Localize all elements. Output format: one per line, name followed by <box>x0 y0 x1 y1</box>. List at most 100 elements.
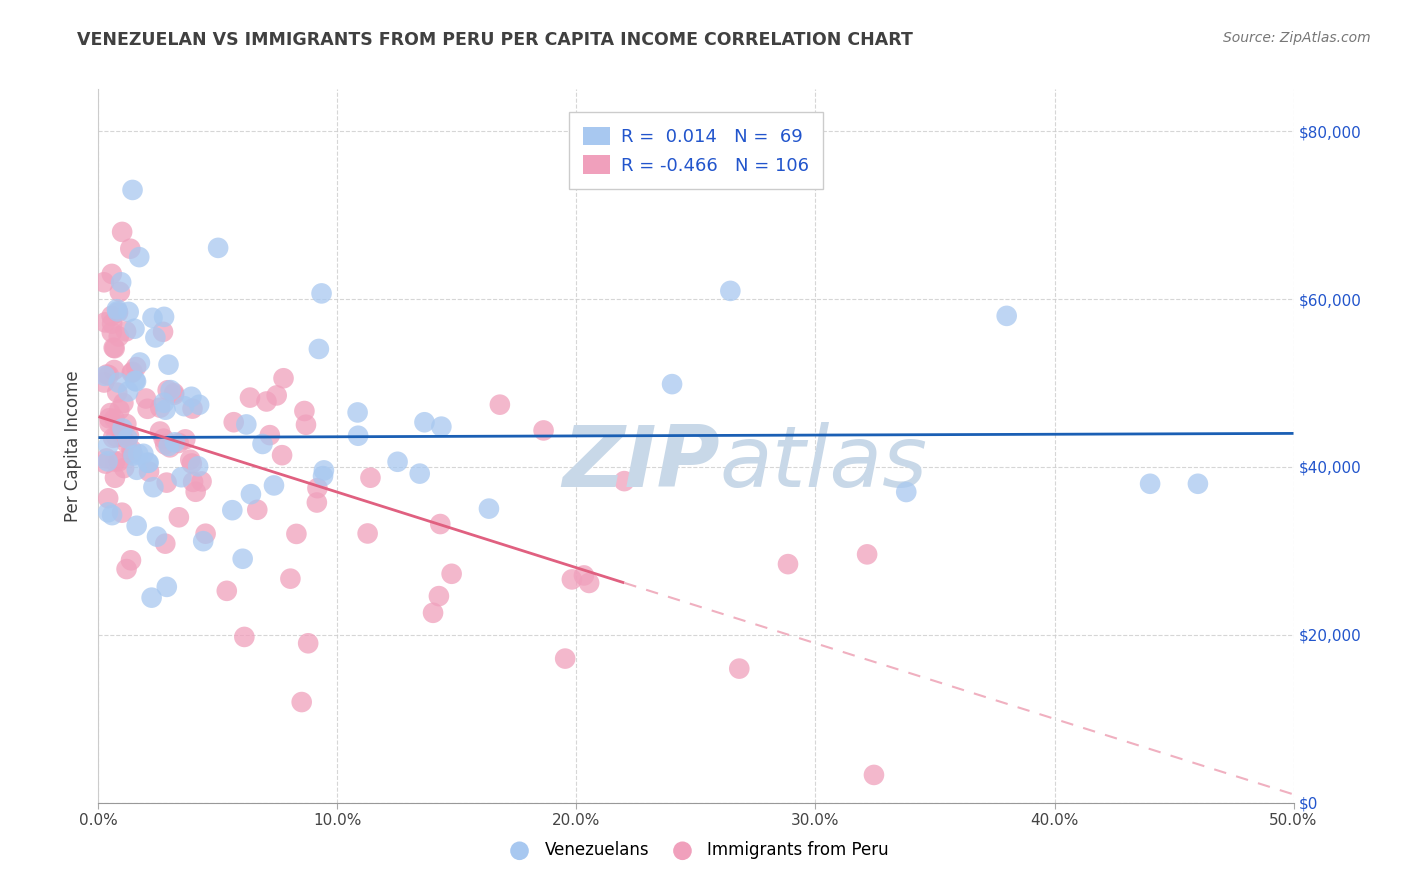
Point <box>578 576 600 591</box>
Point <box>187 459 209 474</box>
Point <box>101 431 124 445</box>
Point <box>159 383 181 397</box>
Point <box>136 401 159 416</box>
Point <box>413 415 436 429</box>
Point <box>856 547 879 561</box>
Point <box>146 530 169 544</box>
Point <box>155 402 177 417</box>
Point <box>98 417 121 431</box>
Point <box>179 452 201 467</box>
Point <box>117 432 139 446</box>
Point <box>98 411 121 425</box>
Point <box>193 534 215 549</box>
Point <box>422 606 444 620</box>
Point <box>180 457 202 471</box>
Point <box>104 471 127 485</box>
Point <box>184 484 207 499</box>
Point <box>107 329 129 343</box>
Point <box>232 551 254 566</box>
Point <box>440 566 463 581</box>
Point <box>273 371 295 385</box>
Point <box>194 526 217 541</box>
Point <box>111 427 134 442</box>
Point <box>101 326 124 340</box>
Point <box>100 406 122 420</box>
Point <box>163 435 186 450</box>
Point <box>718 284 741 298</box>
Point <box>97 368 120 383</box>
Point <box>661 377 683 392</box>
Point <box>117 384 139 399</box>
Point <box>125 463 148 477</box>
Point <box>101 317 124 331</box>
Point <box>156 383 179 397</box>
Point <box>111 225 134 239</box>
Point <box>215 583 238 598</box>
Point <box>163 386 186 401</box>
Point <box>135 392 157 406</box>
Point <box>263 478 285 492</box>
Point <box>409 467 432 481</box>
Point <box>127 447 149 461</box>
Point <box>863 768 886 782</box>
Point <box>136 456 159 470</box>
Point <box>103 411 125 425</box>
Point <box>561 573 583 587</box>
Point <box>97 491 120 506</box>
Point <box>107 304 129 318</box>
Point <box>115 417 138 431</box>
Point <box>155 437 177 451</box>
Point <box>256 394 278 409</box>
Point <box>1139 476 1161 491</box>
Point <box>347 428 370 442</box>
Point <box>96 451 118 466</box>
Point <box>141 591 163 605</box>
Point <box>167 510 190 524</box>
Point <box>121 365 143 379</box>
Point <box>311 286 333 301</box>
Point <box>97 439 120 453</box>
Point <box>138 456 160 470</box>
Point <box>115 562 138 576</box>
Point <box>478 501 501 516</box>
Text: atlas: atlas <box>720 422 928 506</box>
Point <box>120 553 142 567</box>
Point <box>118 429 141 443</box>
Point <box>138 465 160 479</box>
Point <box>101 267 124 281</box>
Point <box>554 651 576 665</box>
Point <box>115 435 138 450</box>
Point <box>93 275 115 289</box>
Point <box>149 425 172 439</box>
Point <box>235 417 257 432</box>
Point <box>221 503 243 517</box>
Point <box>121 183 143 197</box>
Point <box>152 432 174 446</box>
Point <box>93 376 115 390</box>
Point <box>190 475 212 489</box>
Point <box>115 324 138 338</box>
Point <box>387 455 409 469</box>
Point <box>118 305 141 319</box>
Point <box>222 415 245 429</box>
Point <box>173 399 195 413</box>
Point <box>430 419 453 434</box>
Point <box>94 315 117 329</box>
Point <box>280 572 302 586</box>
Point <box>124 374 146 388</box>
Point <box>111 421 134 435</box>
Point <box>121 446 143 460</box>
Point <box>112 461 135 475</box>
Point <box>129 355 152 369</box>
Point <box>728 662 751 676</box>
Point <box>776 557 799 571</box>
Point <box>181 475 204 489</box>
Point <box>100 309 122 323</box>
Text: Source: ZipAtlas.com: Source: ZipAtlas.com <box>1223 31 1371 45</box>
Point <box>427 589 450 603</box>
Point <box>105 430 128 444</box>
Point <box>94 457 117 471</box>
Point <box>297 636 319 650</box>
Point <box>103 363 125 377</box>
Point <box>108 285 131 299</box>
